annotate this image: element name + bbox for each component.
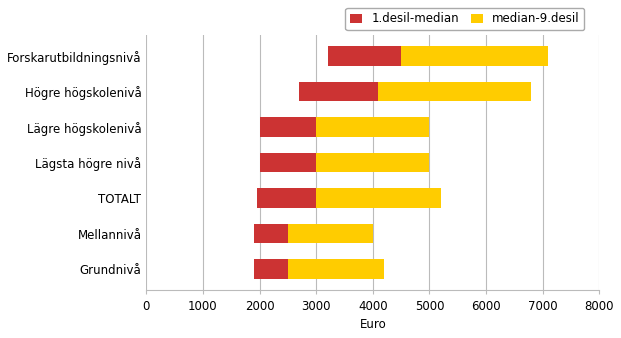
Legend: 1.desil-median, median-9.desil: 1.desil-median, median-9.desil [345, 7, 584, 30]
Bar [316, 153, 430, 172]
Bar [378, 82, 532, 101]
Bar [316, 117, 430, 137]
Bar [288, 224, 373, 243]
Bar [256, 188, 316, 208]
Bar [288, 259, 384, 279]
Bar [254, 259, 288, 279]
Bar [299, 82, 378, 101]
Bar [327, 47, 401, 66]
Bar [260, 117, 316, 137]
Bar [401, 47, 548, 66]
Bar [254, 224, 288, 243]
X-axis label: Euro: Euro [360, 318, 386, 331]
Bar [316, 188, 441, 208]
Bar [260, 153, 316, 172]
